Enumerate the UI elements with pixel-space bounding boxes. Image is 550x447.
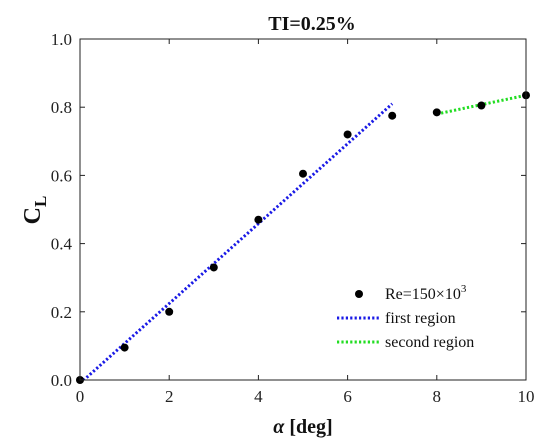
- y-axis-title: CL: [20, 196, 50, 225]
- data-point: [388, 111, 397, 120]
- x-tick-label: 4: [254, 387, 263, 406]
- data-point: [120, 343, 129, 352]
- y-tick-label: 0.4: [51, 235, 73, 254]
- y-tick-label: 0.8: [51, 98, 72, 117]
- x-tick-label: 0: [76, 387, 85, 406]
- data-point: [343, 130, 352, 139]
- legend-label: first region: [385, 310, 456, 327]
- axes-box: [79, 38, 527, 381]
- y-axis-sub: L: [31, 196, 50, 207]
- legend: Re=150×103 first region second region: [337, 283, 474, 351]
- y-axis-main: C: [20, 207, 46, 224]
- x-tick-label: 8: [433, 387, 442, 406]
- data-point: [165, 307, 174, 316]
- legend-label: second region: [385, 334, 474, 351]
- data-point: [209, 263, 218, 272]
- legend-marker: [355, 290, 363, 298]
- x-axis-symbol: α: [273, 416, 285, 438]
- y-tick-label: 0.6: [51, 166, 72, 185]
- data-point: [432, 108, 441, 117]
- y-tick-label: 0.0: [51, 371, 72, 390]
- x-tick-label: 6: [343, 387, 352, 406]
- y-tick-label: 1.0: [51, 30, 72, 49]
- chart-title: TI=0.25%: [268, 13, 356, 35]
- data-point: [299, 169, 307, 178]
- x-axis-unit: [deg]: [284, 416, 332, 438]
- x-tick-label: 2: [165, 387, 174, 406]
- data-point: [254, 215, 263, 224]
- plot-area: [76, 91, 530, 384]
- legend-label: Re=150×103: [385, 283, 467, 303]
- x-tick-label: 10: [518, 387, 535, 406]
- data-point: [477, 101, 486, 110]
- y-tick-label: 0.2: [51, 303, 72, 322]
- y-axis: 0.0 0.2 0.4 0.6 0.8 1.0: [51, 30, 526, 390]
- x-axis: 0 2 4 6 8 10: [76, 39, 535, 406]
- series-line-1: [81, 102, 394, 380]
- x-axis-title: α [deg]: [273, 416, 332, 438]
